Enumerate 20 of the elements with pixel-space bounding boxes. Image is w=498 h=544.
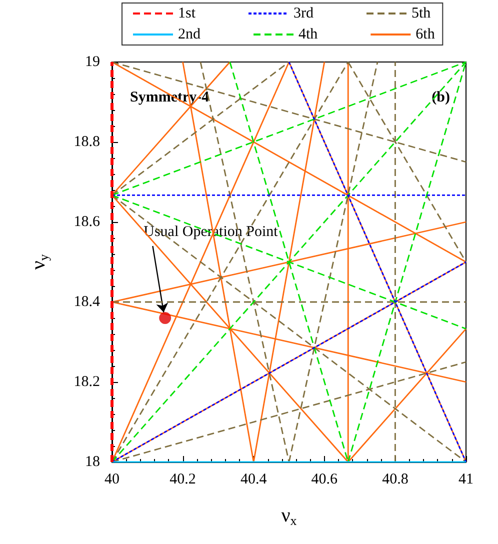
legend-label: 2nd bbox=[178, 26, 201, 42]
y-tick-label: 18.2 bbox=[74, 374, 100, 390]
y-axis-title: νy bbox=[28, 254, 51, 270]
x-tick-label: 40.2 bbox=[170, 472, 196, 488]
legend-label: 6th bbox=[416, 26, 436, 42]
legend-label: 4th bbox=[298, 26, 318, 42]
annotation: (b) bbox=[432, 90, 450, 106]
y-tick-label: 18.6 bbox=[74, 214, 100, 230]
x-tick-label: 40.4 bbox=[240, 472, 268, 488]
y-tick-label: 19 bbox=[85, 54, 100, 70]
y-tick-label: 18 bbox=[85, 454, 100, 470]
x-tick-label: 40.8 bbox=[382, 472, 408, 488]
y-tick-label: 18.4 bbox=[74, 294, 100, 310]
legend-label: 5th bbox=[412, 6, 432, 22]
legend-label: 1st bbox=[178, 6, 196, 22]
x-tick-label: 40 bbox=[104, 472, 120, 488]
x-tick-label: 40.6 bbox=[311, 472, 338, 488]
legend-label: 3rd bbox=[294, 6, 314, 22]
x-tick-label: 41 bbox=[458, 472, 474, 488]
y-tick-label: 18.8 bbox=[74, 134, 100, 150]
